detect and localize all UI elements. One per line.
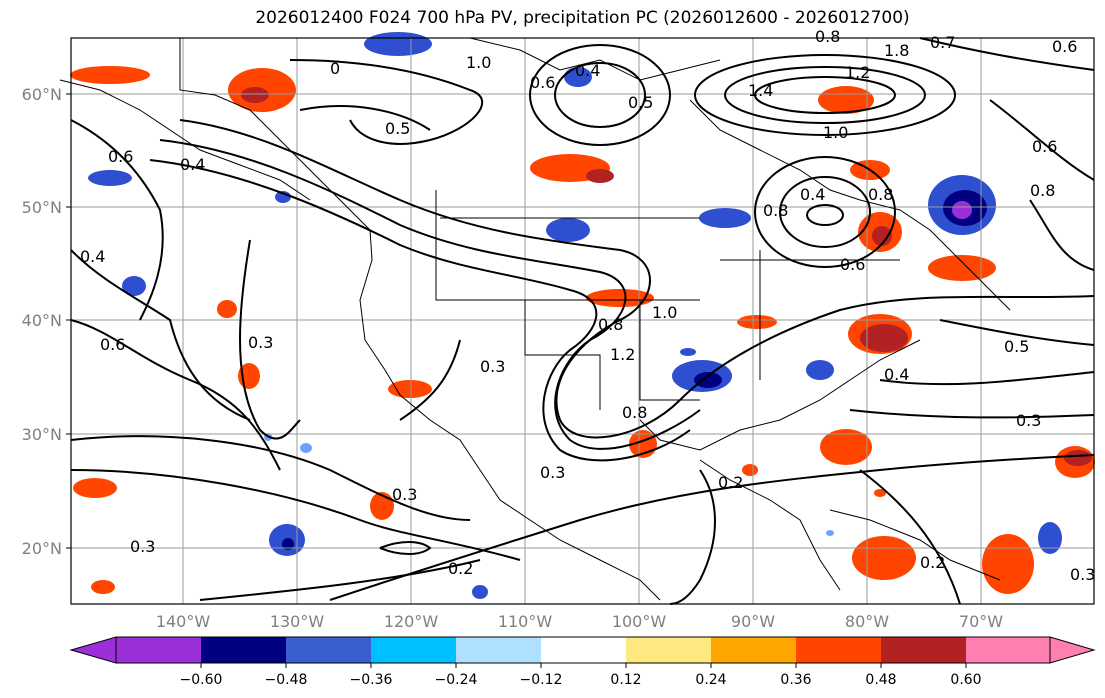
contour-label: 0.2 — [920, 553, 945, 572]
contour-label: 0.3 — [480, 357, 505, 376]
contour-label: 1.0 — [466, 53, 491, 72]
colorbar-segment — [371, 637, 456, 663]
colorbar-tick: −0.12 — [520, 672, 563, 688]
lat-label-40n: 40°N — [22, 311, 62, 330]
lon-label-140w: 140°W — [156, 612, 211, 631]
colorbar-frame — [115, 636, 1051, 664]
colorbar-segment — [456, 637, 541, 663]
contour-label: 0.2 — [448, 559, 473, 578]
contour-label: 0.5 — [1004, 337, 1029, 356]
contour-label: 0.8 — [598, 315, 623, 334]
lon-label-120w: 120°W — [384, 612, 439, 631]
colorbar-segment — [626, 637, 711, 663]
contour-label: 0.4 — [575, 61, 600, 80]
contour-label: 0.4 — [180, 155, 205, 174]
contour-label: 1.8 — [884, 41, 909, 60]
contour-labels: 0 1.0 0.6 0.4 0.5 0.8 1.8 0.7 0.6 1.2 1.… — [80, 27, 1095, 584]
contour-label: 0.7 — [930, 33, 955, 52]
map-frame — [70, 37, 1095, 605]
colorbar-segment — [286, 637, 371, 663]
colorbar-tick: −0.48 — [265, 672, 308, 688]
contour-label: 1.4 — [748, 81, 773, 100]
contour-label: 0.3 — [1016, 411, 1041, 430]
contour-label: 0.2 — [718, 473, 743, 492]
contour-label: 1.0 — [823, 123, 848, 142]
lon-label-80w: 80°W — [845, 612, 889, 631]
contour-label: 0.6 — [530, 73, 555, 92]
contour-label: 0.4 — [80, 247, 105, 266]
colorbar-tick: 0.12 — [610, 672, 641, 688]
contour-label: 0.6 — [1052, 37, 1077, 56]
latitude-labels: 60°N 50°N 40°N 30°N 20°N — [22, 85, 71, 558]
colorbar-tick: −0.60 — [180, 672, 223, 688]
contour-label: 0.8 — [763, 201, 788, 220]
lon-label-110w: 110°W — [498, 612, 553, 631]
colorbar-segment — [881, 637, 966, 663]
colorbar-segment — [201, 637, 286, 663]
colorbar-tick: 0.36 — [780, 672, 811, 688]
contour-label: 0.4 — [800, 185, 825, 204]
colorbar-extend-low — [69, 636, 117, 664]
lon-label-130w: 130°W — [270, 612, 325, 631]
contour-label: 0.3 — [1070, 565, 1095, 584]
pv-contours — [70, 37, 1095, 605]
contour-label: 0.3 — [540, 463, 565, 482]
contour-label: 0.8 — [622, 403, 647, 422]
colorbar-segment — [711, 637, 796, 663]
contour-label: 1.2 — [610, 345, 635, 364]
lon-label-100w: 100°W — [612, 612, 667, 631]
colorbar-tick: −0.36 — [350, 672, 393, 688]
lon-label-70w: 70°W — [959, 612, 1003, 631]
contour-label: 0.5 — [628, 93, 653, 112]
contour-label: 0.3 — [248, 333, 273, 352]
lat-label-50n: 50°N — [22, 198, 62, 217]
longitude-labels: 140°W 130°W 120°W 110°W 100°W 90°W 80°W … — [156, 612, 1003, 631]
colorbar-tick: −0.24 — [435, 672, 478, 688]
colorbar-segment — [796, 637, 881, 663]
map-area: 0 1.0 0.6 0.4 0.5 0.8 1.8 0.7 0.6 1.2 1.… — [59, 27, 1095, 605]
contour-label: 0.3 — [392, 485, 417, 504]
contour-label: 0.6 — [840, 255, 865, 274]
colorbar-tick: 0.48 — [865, 672, 896, 688]
contour-label: 0.4 — [884, 365, 909, 384]
graticule — [71, 38, 1094, 604]
contour-label: 0.6 — [1032, 137, 1057, 156]
colorbar-segment — [116, 637, 201, 663]
contour-label: 0.6 — [108, 147, 133, 166]
contour-label: 1.2 — [845, 63, 870, 82]
contour-label: 1.0 — [652, 303, 677, 322]
lon-label-90w: 90°W — [731, 612, 775, 631]
colorbar-tick: 0.60 — [950, 672, 981, 688]
contour-label: 0 — [330, 59, 340, 78]
colorbar-segment — [541, 637, 626, 663]
contour-label: 0.3 — [130, 537, 155, 556]
lat-label-60n: 60°N — [22, 85, 62, 104]
colorbar-segment — [966, 637, 1050, 663]
colorbar-tick: 0.24 — [695, 672, 726, 688]
contour-label: 0.8 — [815, 27, 840, 46]
contour-label: 0.8 — [1030, 181, 1055, 200]
colorbar-extend-high — [1049, 636, 1096, 664]
colorbar: −0.60 −0.48 −0.36 −0.24 −0.12 0.12 0.24 … — [69, 636, 1096, 688]
contour-label: 0.5 — [385, 119, 410, 138]
precip-anomaly-shading — [70, 32, 1095, 599]
lat-label-30n: 30°N — [22, 425, 62, 444]
contour-label: 0.8 — [868, 185, 893, 204]
map-title: 2026012400 F024 700 hPa PV, precipitatio… — [255, 8, 910, 28]
lat-label-20n: 20°N — [22, 539, 62, 558]
contour-label: 0.6 — [100, 335, 125, 354]
